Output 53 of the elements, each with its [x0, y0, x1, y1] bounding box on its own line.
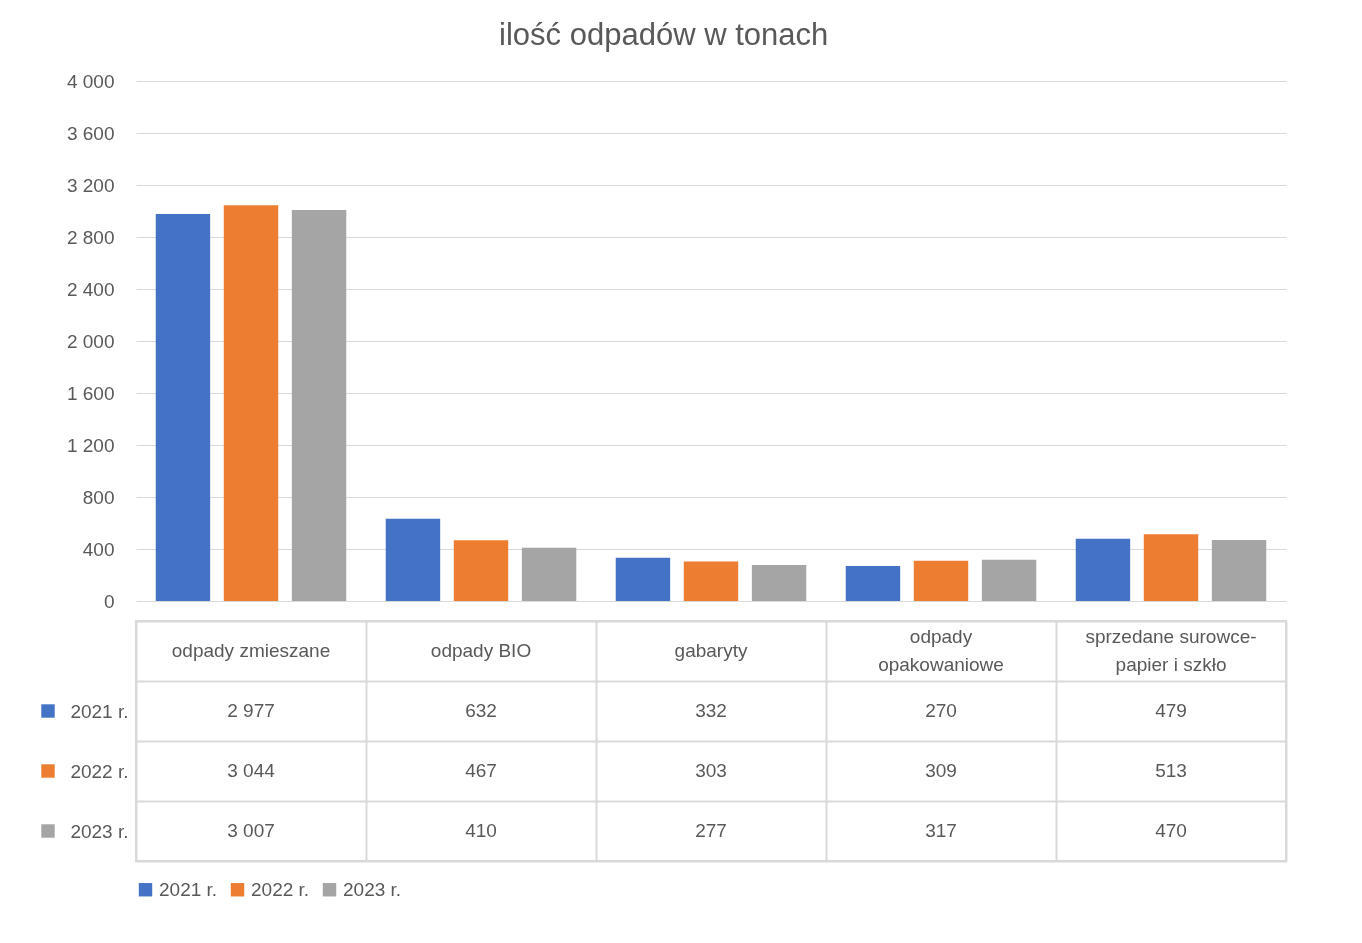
y-tick-label: 3 200 — [66, 174, 115, 196]
data-label: 2 977 — [227, 700, 275, 721]
data-label: 410 — [465, 820, 497, 841]
y-tick-label: 3 600 — [66, 122, 115, 144]
y-tick-label: 800 — [82, 486, 115, 508]
y-tick-label: 0 — [103, 590, 115, 612]
data-label: 3 007 — [227, 820, 275, 841]
y-tick-label: 2 800 — [66, 226, 115, 248]
data-label: 309 — [925, 760, 957, 781]
text: 2021 r. — [159, 878, 218, 900]
data-label: 479 — [1155, 700, 1187, 721]
y-tick-label: 2 000 — [66, 330, 115, 352]
bar — [155, 213, 211, 601]
data-label: 632 — [465, 700, 497, 721]
y-tick-label: 4 000 — [66, 70, 115, 92]
bar — [291, 210, 347, 601]
y-tick-label: 1 200 — [66, 434, 115, 456]
bar — [1211, 539, 1267, 601]
legend-label: 2021 r. — [70, 700, 129, 722]
text: 2023 r. — [343, 878, 402, 900]
bar — [1075, 538, 1131, 601]
legend-label: 2023 r. — [70, 820, 129, 842]
x-tick-label: odpady opakowaniowe — [878, 626, 1004, 675]
data-label: 467 — [465, 760, 497, 781]
bar — [521, 547, 577, 601]
data-label: 513 — [1155, 760, 1187, 781]
x-tick-label: sprzedane surowce-papier i szkło — [1085, 626, 1257, 675]
text: 2022 r. — [251, 878, 310, 900]
bar — [683, 561, 739, 601]
bar — [981, 559, 1037, 601]
x-tick-label: odpady BIO — [430, 640, 532, 661]
data-label: 470 — [1155, 820, 1187, 841]
y-tick-label: 2 400 — [66, 278, 115, 300]
data-label: 303 — [695, 760, 727, 781]
x-tick-label: odpady zmieszane — [171, 640, 331, 661]
bar — [845, 565, 901, 601]
y-tick-label: 400 — [82, 538, 115, 560]
bar — [453, 540, 509, 601]
legend-label: 2022 r. — [70, 760, 129, 782]
data-label: 317 — [925, 820, 957, 841]
data-label: 277 — [695, 820, 727, 841]
bar — [615, 557, 671, 601]
bar — [385, 518, 441, 601]
data-label: 270 — [925, 700, 957, 721]
y-tick-label: 1 600 — [66, 382, 115, 404]
data-label: 3 044 — [227, 760, 276, 781]
bar — [913, 560, 969, 601]
x-tick-label: gabaryty — [674, 640, 748, 661]
data-label: 332 — [695, 700, 727, 721]
chart-title: ilość odpadów w tonach — [499, 17, 829, 52]
bar — [751, 564, 807, 601]
bar — [223, 205, 279, 601]
bar — [1143, 534, 1199, 601]
